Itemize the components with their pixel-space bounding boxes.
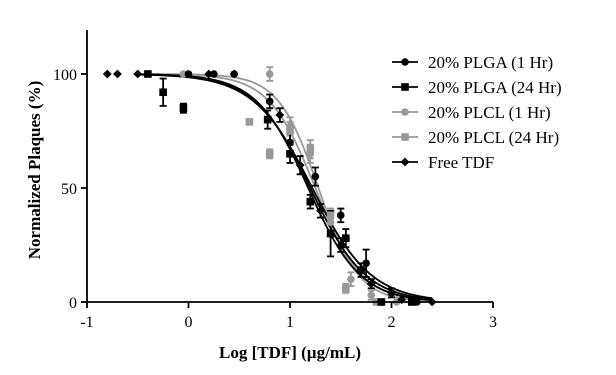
data-point — [336, 240, 346, 250]
data-point — [286, 150, 294, 158]
x-tick-label: -1 — [80, 314, 93, 331]
data-point — [184, 70, 193, 78]
x-ticks: -1 0 1 2 3 — [80, 302, 497, 331]
data-point — [286, 138, 294, 147]
legend-label: 20% PLCL (24 Hr) — [428, 128, 559, 147]
data-point — [102, 69, 112, 79]
legend-marker — [401, 58, 409, 66]
legend-marker — [401, 108, 409, 116]
legend-label: Free TDF — [428, 153, 494, 172]
data-point — [275, 110, 285, 120]
data-point — [159, 88, 167, 97]
legend-item: Free TDF — [392, 153, 494, 172]
y-tick-label: 100 — [53, 67, 77, 84]
data-point — [366, 279, 376, 289]
legend-marker — [400, 157, 410, 167]
legend-item: 20% PLCL (24 Hr) — [392, 128, 559, 147]
data-point — [311, 172, 320, 181]
data-point — [133, 69, 143, 79]
data-point — [306, 145, 315, 154]
data-point — [357, 266, 365, 274]
legend-label: 20% PLGA (24 Hr) — [428, 78, 562, 97]
legend-marker — [401, 83, 409, 91]
x-tick-label: 1 — [286, 314, 294, 331]
data-point — [347, 275, 355, 284]
y-axis-label: Normalized Plaques (%) — [25, 81, 44, 259]
data-point — [229, 69, 239, 79]
data-point — [204, 69, 214, 79]
x-tick-label: 0 — [185, 314, 193, 331]
y-tick-label: 0 — [69, 295, 77, 312]
data-point — [286, 127, 294, 135]
legend-item: 20% PLGA (24 Hr) — [392, 78, 562, 97]
y-ticks: 0 50 100 — [53, 67, 87, 312]
data-point — [342, 234, 350, 242]
legend-item: 20% PLCL (1 Hr) — [392, 103, 551, 122]
legend-label: 20% PLGA (1 Hr) — [428, 53, 553, 72]
data-point — [367, 291, 376, 299]
x-tick-label: 2 — [388, 314, 396, 331]
data-point — [387, 289, 396, 297]
data-point — [245, 118, 254, 126]
data-point — [336, 211, 345, 220]
data-point — [326, 211, 335, 220]
legend-item: 20% PLGA (1 Hr) — [392, 53, 553, 72]
data-point — [179, 104, 188, 112]
data-point — [306, 197, 315, 206]
data-point — [210, 70, 218, 78]
data-point — [265, 70, 274, 78]
data-point — [263, 115, 272, 124]
data-point — [316, 206, 325, 216]
x-axis-label: Log [TDF] (µg/mL) — [219, 343, 361, 362]
data-points — [102, 69, 437, 307]
data-point — [144, 70, 152, 78]
legend-label: 20% PLCL (1 Hr) — [428, 103, 551, 122]
data-point — [326, 229, 335, 238]
data-point — [113, 69, 122, 79]
data-point — [362, 259, 370, 268]
data-point — [342, 284, 350, 293]
legend-marker — [401, 133, 409, 141]
y-tick-label: 50 — [61, 181, 77, 198]
data-point — [265, 97, 274, 106]
data-point — [295, 160, 305, 170]
data-point — [265, 150, 274, 158]
x-tick-label: 3 — [489, 314, 497, 331]
data-point — [326, 218, 335, 226]
legend: 20% PLGA (1 Hr) 20% PLGA (24 Hr) 20% PLCL … — [392, 53, 562, 172]
